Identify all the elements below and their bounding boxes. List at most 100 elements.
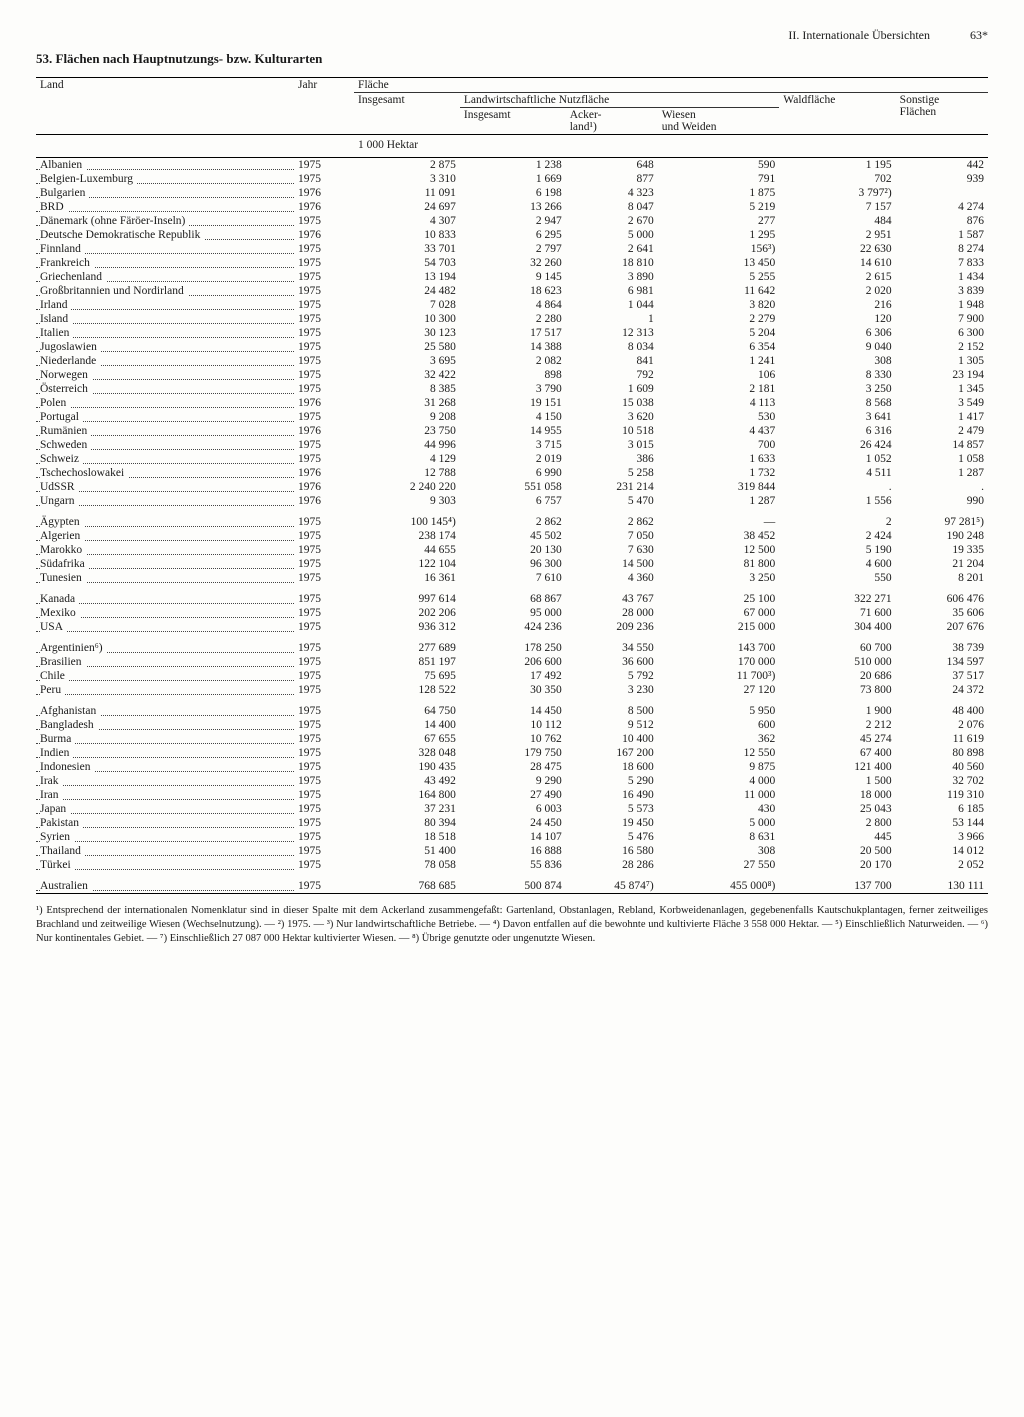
value-cell: 5 219 — [658, 200, 780, 214]
value-cell: 20 500 — [779, 844, 895, 858]
value-cell: 14 857 — [896, 438, 988, 452]
value-cell: 939 — [896, 172, 988, 186]
value-cell: 13 450 — [658, 256, 780, 270]
value-cell: 120 — [779, 312, 895, 326]
year-cell: 1976 — [294, 480, 354, 494]
table-row: Italien197530 12317 51712 3135 2046 3066… — [36, 326, 988, 340]
value-cell: 81 800 — [658, 557, 780, 571]
year-cell: 1975 — [294, 634, 354, 655]
value-cell: 362 — [658, 732, 780, 746]
year-cell: 1975 — [294, 284, 354, 298]
table-row: Iran1975164 80027 49016 49011 00018 0001… — [36, 788, 988, 802]
col-wiesen: Wiesen und Weiden — [658, 108, 780, 135]
value-cell: 36 600 — [566, 655, 658, 669]
value-cell: 26 424 — [779, 438, 895, 452]
value-cell: 6 316 — [779, 424, 895, 438]
year-cell: 1976 — [294, 466, 354, 480]
value-cell: 18 600 — [566, 760, 658, 774]
value-cell: 936 312 — [354, 620, 460, 634]
value-cell: 3 890 — [566, 270, 658, 284]
value-cell: 10 112 — [460, 718, 566, 732]
value-cell: 2 240 220 — [354, 480, 460, 494]
country-cell: Jugoslawien — [36, 340, 294, 354]
country-cell: Kanada — [36, 585, 294, 606]
year-cell: 1975 — [294, 256, 354, 270]
value-cell: 12 313 — [566, 326, 658, 340]
value-cell: 55 836 — [460, 858, 566, 872]
value-cell: 95 000 — [460, 606, 566, 620]
value-cell: 277 — [658, 214, 780, 228]
value-cell: 14 107 — [460, 830, 566, 844]
value-cell: 156³) — [658, 242, 780, 256]
value-cell: 73 800 — [779, 683, 895, 697]
value-cell: 510 000 — [779, 655, 895, 669]
value-cell: 792 — [566, 368, 658, 382]
country-cell: Syrien — [36, 830, 294, 844]
value-cell: 33 701 — [354, 242, 460, 256]
table-row: Japan197537 2316 0035 57343025 0436 185 — [36, 802, 988, 816]
value-cell: 898 — [460, 368, 566, 382]
table-row: Belgien-Luxemburg19753 3101 669877791702… — [36, 172, 988, 186]
table-row: Niederlande19753 6952 0828411 2413081 30… — [36, 354, 988, 368]
value-cell: 24 372 — [896, 683, 988, 697]
value-cell: 15 038 — [566, 396, 658, 410]
year-cell: 1975 — [294, 557, 354, 571]
value-cell: 4 437 — [658, 424, 780, 438]
value-cell: 51 400 — [354, 844, 460, 858]
value-cell: 48 400 — [896, 697, 988, 718]
year-cell: 1975 — [294, 760, 354, 774]
value-cell: 30 123 — [354, 326, 460, 340]
value-cell: 2 181 — [658, 382, 780, 396]
value-cell: 7 630 — [566, 543, 658, 557]
country-cell: Chile — [36, 669, 294, 683]
table-row: USA1975936 312424 236209 236215 000304 4… — [36, 620, 988, 634]
value-cell: 6 185 — [896, 802, 988, 816]
value-cell: 23 750 — [354, 424, 460, 438]
country-cell: Ungarn — [36, 494, 294, 508]
value-cell: 96 300 — [460, 557, 566, 571]
value-cell: 14 450 — [460, 697, 566, 718]
country-cell: BRD — [36, 200, 294, 214]
value-cell: 7 028 — [354, 298, 460, 312]
value-cell: 38 452 — [658, 529, 780, 543]
value-cell: 4 129 — [354, 452, 460, 466]
table-row: Türkei197578 05855 83628 28627 55020 170… — [36, 858, 988, 872]
country-cell: Indien — [36, 746, 294, 760]
value-cell: 1 287 — [658, 494, 780, 508]
col-landw-insg: Insgesamt — [460, 108, 566, 135]
value-cell: 37 517 — [896, 669, 988, 683]
value-cell: 3 790 — [460, 382, 566, 396]
value-cell: 1 241 — [658, 354, 780, 368]
value-cell: 841 — [566, 354, 658, 368]
country-cell: Belgien-Luxemburg — [36, 172, 294, 186]
table-row: Irak197543 4929 2905 2904 0001 50032 702 — [36, 774, 988, 788]
value-cell: 5 950 — [658, 697, 780, 718]
value-cell: 45 874⁷) — [566, 872, 658, 894]
value-cell: 53 144 — [896, 816, 988, 830]
year-cell: 1976 — [294, 494, 354, 508]
value-cell: 6 198 — [460, 186, 566, 200]
value-cell: 16 888 — [460, 844, 566, 858]
table-row: Irland19757 0284 8641 0443 8202161 948 — [36, 298, 988, 312]
value-cell: 500 874 — [460, 872, 566, 894]
value-cell — [896, 186, 988, 200]
country-cell: Italien — [36, 326, 294, 340]
value-cell: 304 400 — [779, 620, 895, 634]
value-cell: 4 323 — [566, 186, 658, 200]
country-cell: Tunesien — [36, 571, 294, 585]
year-cell: 1976 — [294, 228, 354, 242]
value-cell: 68 867 — [460, 585, 566, 606]
value-cell: 11 000 — [658, 788, 780, 802]
table-row: Großbritannien und Nordirland197524 4821… — [36, 284, 988, 298]
country-cell: Argentinien⁶) — [36, 634, 294, 655]
value-cell: 4 864 — [460, 298, 566, 312]
value-cell: 1 058 — [896, 452, 988, 466]
value-cell: 11 619 — [896, 732, 988, 746]
value-cell: 10 300 — [354, 312, 460, 326]
year-cell: 1975 — [294, 669, 354, 683]
value-cell: 1 052 — [779, 452, 895, 466]
value-cell: 6 300 — [896, 326, 988, 340]
value-cell: 4 511 — [779, 466, 895, 480]
value-cell: 5 290 — [566, 774, 658, 788]
col-flaeche: Fläche — [354, 78, 988, 93]
